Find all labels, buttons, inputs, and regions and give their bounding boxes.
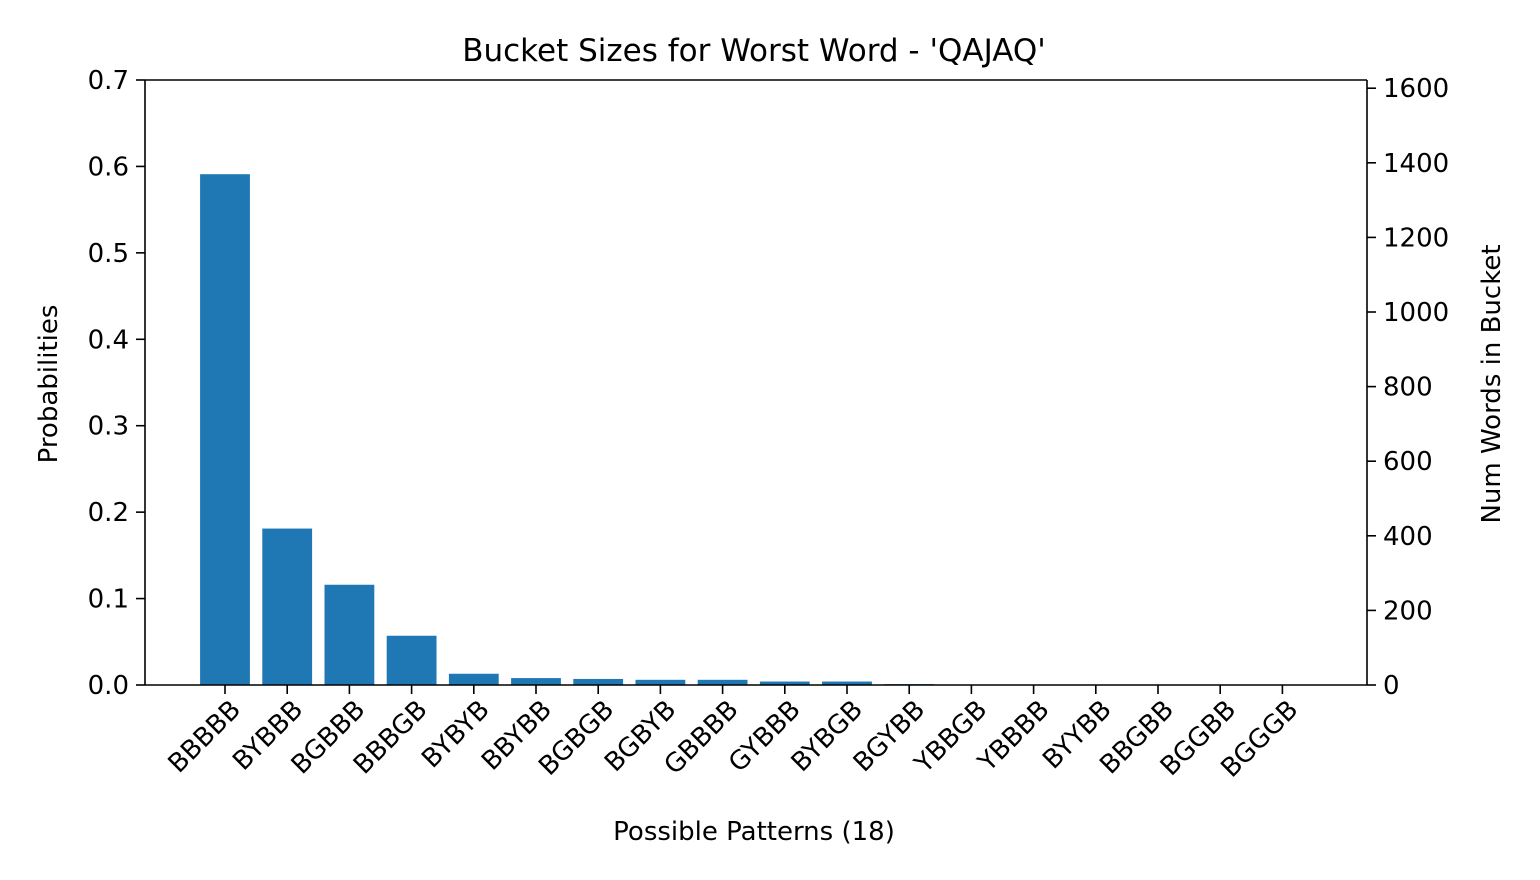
chart-title: Bucket Sizes for Worst Word - 'QAJAQ' [462, 33, 1046, 69]
y-tick-label: 0.5 [88, 239, 129, 269]
bar-bybbb [262, 528, 313, 685]
y-right-tick-label: 200 [1383, 596, 1433, 626]
x-tick-label: BBBBB [163, 695, 247, 779]
y-tick-label: 0.0 [88, 671, 129, 701]
y-tick-label: 0.6 [88, 152, 129, 182]
y-right-tick-label: 600 [1383, 447, 1433, 477]
y-tick-label: 0.3 [88, 412, 129, 442]
y-right-tick-label: 400 [1383, 522, 1433, 552]
bar-bbybb [511, 678, 561, 685]
bars-group [200, 174, 1308, 685]
y-right-tick-label: 1200 [1383, 223, 1449, 253]
bar-bgbgb [573, 678, 624, 685]
y-right-tick-label: 1600 [1383, 74, 1449, 104]
bar-bbbbb [200, 174, 250, 685]
y-tick-label: 0.2 [88, 498, 129, 528]
bar-bgbyb [635, 679, 686, 685]
y-right-tick-label: 0 [1383, 671, 1400, 701]
y-right-tick-label: 1400 [1383, 149, 1449, 179]
y-tick-label: 0.7 [88, 66, 129, 96]
bar-bgbbb [324, 584, 375, 685]
x-axis-label: Possible Patterns (18) [613, 817, 895, 847]
bar-bbbgb [386, 635, 437, 685]
y-axis-label-right: Num Words in Bucket [1477, 244, 1507, 523]
y-right-tick-label: 800 [1383, 373, 1433, 403]
y-tick-label: 0.1 [88, 585, 129, 615]
y-tick-label: 0.4 [88, 325, 129, 355]
y-right-tick-label: 1000 [1383, 298, 1449, 328]
bar-gybbb [759, 681, 810, 685]
bar-bybgb [822, 681, 872, 685]
bar-gbbbb [697, 679, 748, 685]
bar-bybyb [448, 673, 499, 685]
y-axis-label: Probabilities [34, 305, 64, 464]
